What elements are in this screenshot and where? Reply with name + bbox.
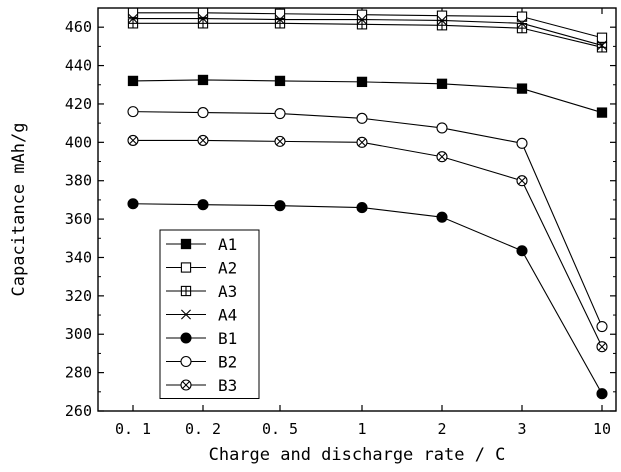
y-tick-label: 400	[65, 133, 92, 151]
legend-marker	[180, 238, 192, 250]
y-tick-label: 320	[65, 287, 92, 305]
legend-marker	[180, 285, 192, 297]
legend-marker	[180, 379, 192, 391]
plot-frame	[97, 7, 617, 412]
point-a3-4	[436, 20, 448, 31]
point-b2-6	[596, 321, 608, 333]
point-b3-4	[436, 151, 448, 163]
x-tick-label: 2	[437, 420, 446, 438]
point-b2-0	[127, 106, 139, 118]
point-b2-2	[274, 107, 286, 120]
legend-label: A4	[218, 306, 237, 325]
point-b1-1	[197, 199, 209, 211]
legend-label: A2	[218, 259, 237, 278]
y-tick-label: 300	[65, 325, 92, 343]
legend-marker	[180, 355, 192, 368]
point-b3-6	[596, 341, 608, 353]
x-tick-label: 10	[593, 420, 611, 438]
point-a3-5	[516, 22, 528, 34]
legend-item-a3: A3	[166, 282, 237, 301]
point-a1-3	[356, 76, 368, 88]
point-a1-1	[197, 74, 209, 86]
series-b1	[127, 198, 608, 400]
legend-item-a1: A1	[166, 235, 237, 254]
legend-label: B3	[218, 376, 237, 395]
point-a4-1	[198, 13, 208, 24]
point-a2-4	[436, 10, 448, 21]
point-a1-0	[127, 75, 139, 87]
point-a1-2	[274, 75, 286, 87]
point-a4-4	[437, 15, 447, 26]
y-tick-label: 420	[65, 95, 92, 113]
legend-item-b2: B2	[166, 353, 237, 372]
x-axis-title: Charge and discharge rate / C	[209, 445, 506, 465]
point-a2-0	[127, 7, 139, 18]
point-a4-2	[275, 14, 285, 25]
y-tick-label: 460	[65, 18, 92, 36]
point-b1-0	[127, 198, 139, 210]
y-tick-label: 280	[65, 364, 92, 382]
legend-item-a2: A2	[166, 259, 237, 278]
point-b1-6	[596, 388, 608, 400]
point-a4-3	[357, 14, 367, 25]
point-a4-5	[517, 18, 527, 29]
series-a1	[127, 74, 608, 118]
legend-label: A1	[218, 235, 237, 254]
x-tick-label: 3	[517, 420, 526, 438]
point-a2-3	[356, 9, 368, 20]
series-b2	[127, 106, 608, 333]
point-b1-4	[436, 211, 448, 223]
series-b3	[127, 134, 608, 353]
legend-item-b3: B3	[166, 376, 237, 395]
point-a1-4	[436, 78, 448, 89]
x-tick-label: 0. 1	[115, 420, 151, 438]
legend-marker	[180, 332, 192, 344]
legend-marker	[181, 309, 191, 320]
point-a3-3	[356, 19, 368, 30]
point-b3-0	[127, 134, 139, 146]
point-b2-1	[197, 107, 209, 119]
legend-item-a4: A4	[166, 306, 237, 325]
point-a3-6	[596, 42, 608, 53]
legend-marker	[180, 262, 192, 273]
series-a2	[127, 7, 608, 43]
legend-label: B2	[218, 353, 237, 372]
x-tick-label: 1	[357, 420, 366, 438]
point-b3-3	[356, 136, 368, 148]
legend-item-b1: B1	[166, 329, 237, 348]
legend-label: B1	[218, 329, 237, 348]
y-tick-label: 260	[65, 402, 92, 420]
point-a4-6	[597, 40, 607, 51]
point-a2-5	[516, 11, 528, 22]
point-a3-1	[197, 18, 209, 29]
point-a4-0	[128, 13, 138, 24]
y-axis-title: Capacitance mAh/g	[9, 123, 29, 297]
point-b2-5	[516, 137, 528, 149]
point-a2-6	[596, 32, 608, 43]
y-tick-label: 440	[65, 57, 92, 75]
point-b2-3	[356, 112, 368, 124]
point-a2-1	[197, 7, 209, 18]
legend-label: A3	[218, 282, 237, 301]
series-a4	[128, 13, 607, 51]
point-b1-5	[516, 245, 528, 257]
point-b3-2	[274, 135, 286, 147]
point-b1-2	[274, 200, 286, 212]
point-b2-4	[436, 122, 448, 134]
point-b3-5	[516, 175, 528, 187]
point-b3-1	[197, 134, 209, 146]
point-a1-5	[516, 83, 528, 94]
y-tick-label: 340	[65, 248, 92, 266]
x-tick-label: 0. 2	[185, 420, 221, 438]
x-tick-label: 0. 5	[262, 420, 298, 438]
point-a3-0	[127, 18, 139, 29]
point-a1-6	[596, 107, 608, 118]
point-b1-3	[356, 202, 368, 214]
series-a3	[127, 18, 608, 53]
y-tick-label: 380	[65, 172, 92, 190]
y-tick-label: 360	[65, 210, 92, 228]
